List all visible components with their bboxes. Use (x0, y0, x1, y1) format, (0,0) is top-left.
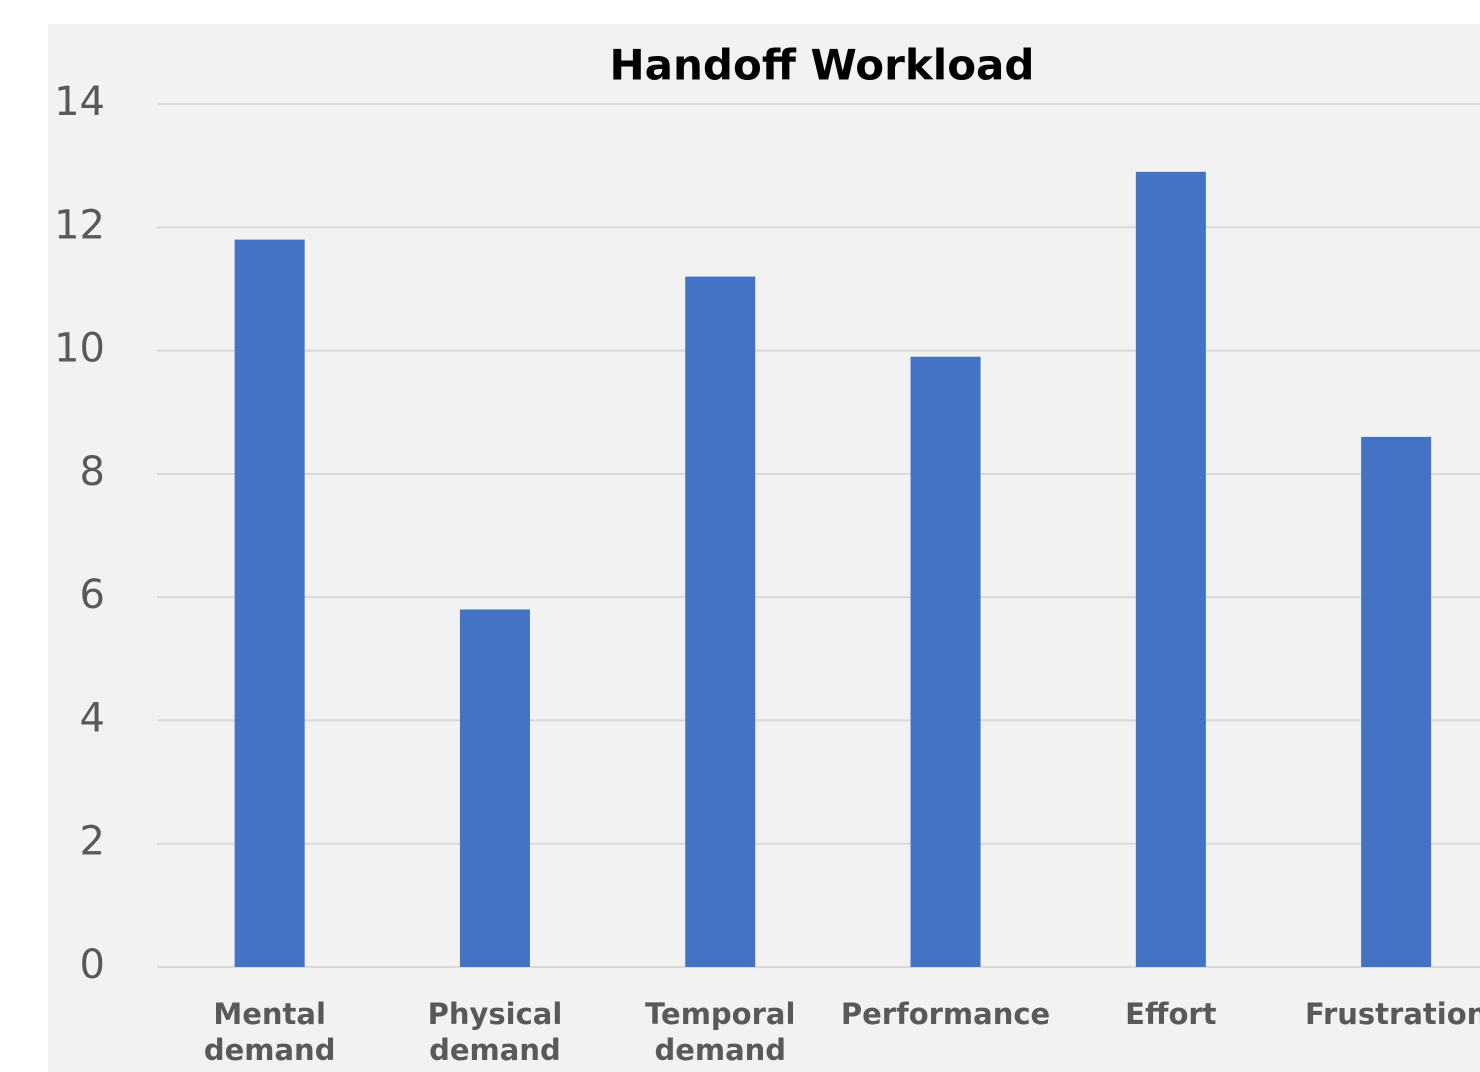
x-tick-label: Temporal demand (645, 997, 796, 1067)
bar (1135, 171, 1206, 968)
x-tick-label: Physical demand (427, 997, 563, 1067)
bar (685, 276, 756, 968)
x-tick-label: Frustration (1305, 997, 1480, 1031)
y-tick-label: 10 (54, 326, 105, 372)
bar (910, 356, 981, 967)
x-tick-label: Effort (1125, 997, 1217, 1031)
x-tick-label: Mental demand (203, 997, 336, 1067)
bar (1361, 436, 1432, 967)
x-tick-label: Performance (840, 997, 1051, 1031)
chart-title: Handoff Workload (610, 41, 1035, 90)
bar (459, 609, 530, 967)
y-tick-label: 4 (80, 695, 105, 741)
bar (234, 239, 305, 968)
y-tick-label: 8 (80, 449, 105, 495)
y-tick-label: 0 (80, 942, 105, 988)
y-tick-label: 2 (80, 819, 105, 865)
y-tick-label: 6 (80, 572, 105, 618)
y-tick-label: 12 (54, 202, 105, 248)
y-tick-label: 14 (54, 79, 105, 125)
